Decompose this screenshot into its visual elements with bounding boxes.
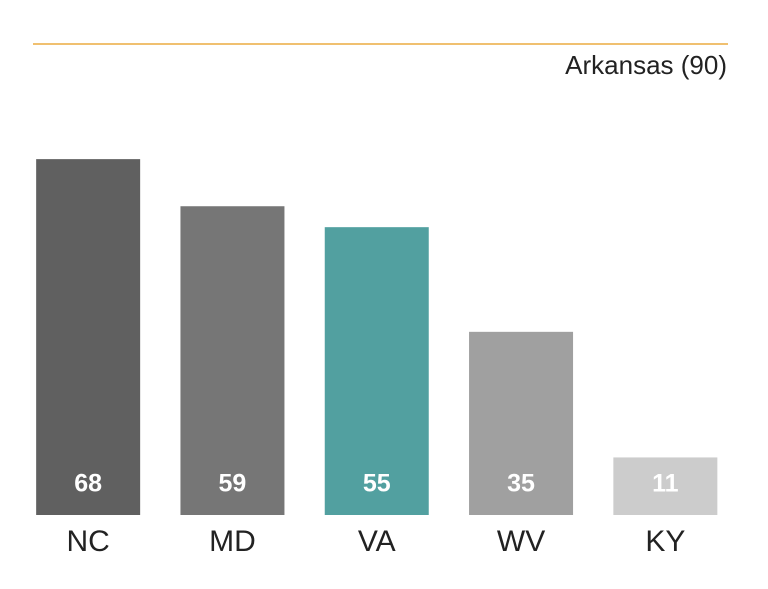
value-label: 11 [652,470,679,498]
value-label: 55 [363,470,391,498]
bar [36,159,141,515]
bar [469,331,574,515]
value-label: 68 [74,470,102,498]
reference-label: Arkansas (90) [565,50,727,80]
value-label: 59 [219,470,247,498]
x-tick-label: NC [66,525,109,558]
x-tick-label: KY [645,525,685,558]
value-label: 35 [507,470,535,498]
bar [324,227,429,515]
bar [180,206,285,515]
bar [613,457,718,515]
x-tick-label: MD [209,525,256,558]
x-tick-label: WV [497,525,545,558]
x-tick-label: VA [358,525,396,558]
